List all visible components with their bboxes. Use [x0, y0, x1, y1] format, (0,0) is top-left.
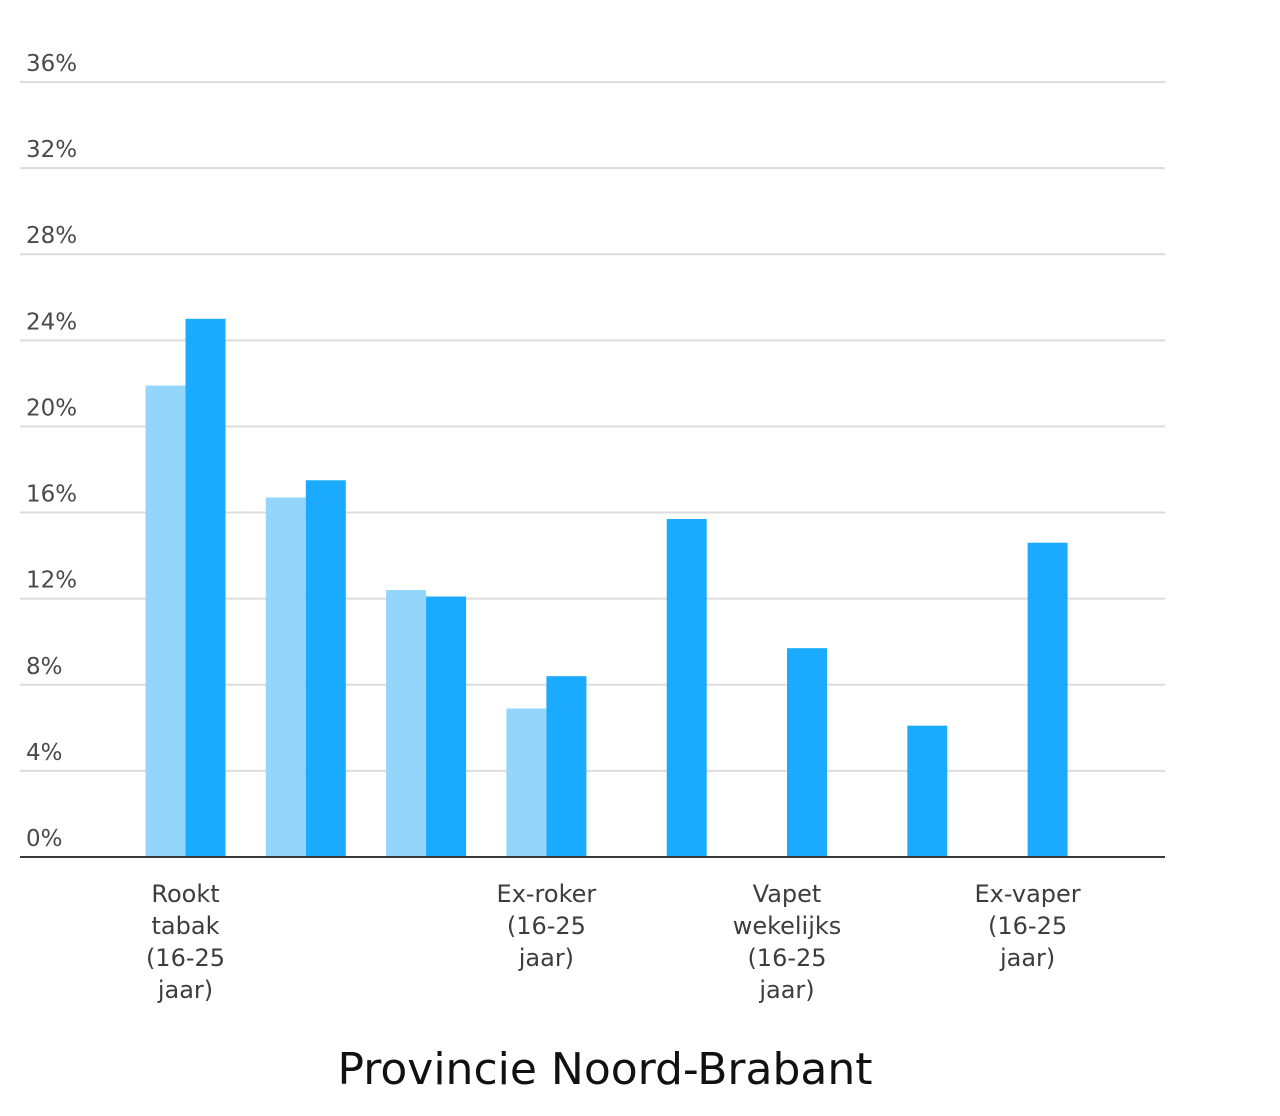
y-tick-label: 16%	[26, 482, 77, 508]
bar-series-2	[426, 596, 467, 857]
y-tick-label: 0%	[26, 826, 63, 852]
y-tick-label: 12%	[26, 568, 77, 594]
bar-series-1	[386, 590, 427, 857]
y-tick-label: 36%	[26, 51, 77, 77]
bar-series-2	[666, 519, 707, 857]
bar-series-1	[506, 708, 547, 857]
bar-series-1	[145, 385, 186, 857]
chart-title: Provincie Noord-Brabant	[337, 1044, 872, 1095]
x-category-label: Ex-vaper (16-25 jaar)	[975, 880, 1081, 972]
x-category-label: Vapet wekelijks (16-25 jaar)	[733, 880, 842, 1004]
bar-series-1	[265, 497, 306, 857]
y-tick-label: 8%	[26, 654, 63, 680]
y-tick-label: 32%	[26, 137, 77, 163]
bar-series-2	[185, 318, 226, 857]
y-tick-label: 28%	[26, 223, 77, 249]
x-axis-labels: Rookt tabak (16-25 jaar) Ex-roker (16-25 jaar)…	[146, 880, 1081, 1004]
bar-series-2	[1027, 542, 1068, 857]
y-tick-label: 4%	[26, 740, 63, 766]
bar-series-2	[787, 648, 827, 857]
bar-series-2	[907, 725, 948, 857]
x-category-label: Ex-roker (16-25 jaar)	[497, 880, 597, 972]
x-category-label: Rookt tabak (16-25 jaar)	[146, 880, 225, 1004]
bar-series-2	[546, 676, 587, 857]
y-axis-ticks: 0% 4% 8% 12% 16% 20% 24% 28% 32% 36%	[26, 51, 77, 852]
bars	[145, 318, 1068, 857]
y-tick-label: 24%	[26, 309, 77, 335]
y-tick-label: 20%	[26, 395, 77, 421]
bar-series-2	[305, 480, 346, 857]
